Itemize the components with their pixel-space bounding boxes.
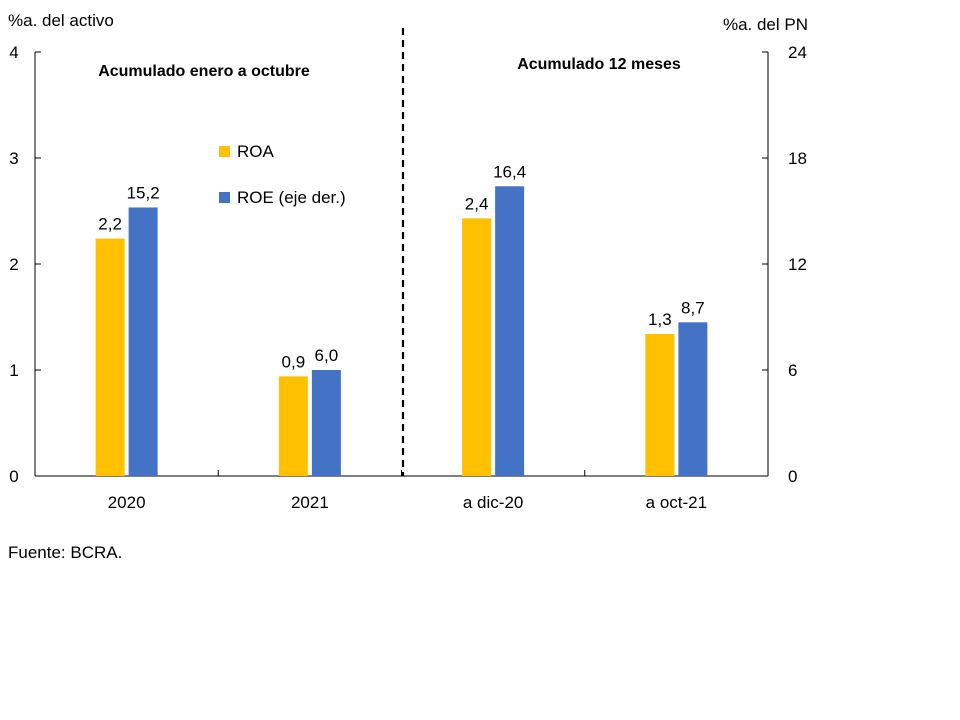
- roa-bar: [645, 333, 675, 476]
- roe-value-label: 8,7: [681, 298, 705, 317]
- roa-value-label: 2,2: [98, 215, 122, 234]
- x-tick-label: a oct-21: [646, 493, 707, 512]
- right-tick-label: 12: [788, 255, 807, 274]
- left-tick-label: 1: [9, 361, 18, 380]
- left-tick-label: 4: [9, 43, 18, 62]
- bars: 2,2 15,2 0,9 6,0 2,416,4 1,3 8,7: [95, 162, 708, 477]
- roa-value-label: 0,9: [282, 352, 306, 371]
- roe-legend-label: ROE (eje der.): [237, 188, 346, 207]
- left-axis-label: %a. del activo: [8, 11, 114, 30]
- x-ticks: 2020 2021 a dic-20 a oct-21: [108, 470, 707, 512]
- left-y-ticks: 0 1 2 3 4: [9, 43, 41, 486]
- roe-bar: [678, 322, 708, 476]
- roe-value-label: 16,4: [493, 162, 526, 181]
- source-note: Fuente: BCRA.: [8, 543, 123, 562]
- left-tick-label: 2: [9, 255, 18, 274]
- right-tick-label: 18: [788, 149, 807, 168]
- left-tick-label: 3: [9, 149, 18, 168]
- right-tick-label: 6: [788, 361, 797, 380]
- roa-legend-swatch: [219, 146, 230, 157]
- section-label-left: Acumulado enero a octubre: [98, 63, 310, 80]
- x-tick-label: a dic-20: [463, 493, 523, 512]
- left-tick-label: 0: [9, 467, 18, 486]
- roa-bar: [278, 376, 308, 476]
- roa-legend-label: ROA: [237, 142, 275, 161]
- roa-bar: [95, 238, 125, 476]
- roa-value-label: 2,4: [465, 194, 489, 213]
- section-label-right: Acumulado 12 meses: [517, 56, 681, 73]
- legend: ROA ROE (eje der.): [219, 142, 346, 207]
- roe-bar: [311, 370, 341, 476]
- roe-bar: [495, 186, 525, 476]
- roa-bar: [462, 218, 492, 477]
- roe-value-label: 6,0: [315, 346, 339, 365]
- roe-bar: [128, 207, 158, 476]
- right-tick-label: 0: [788, 467, 797, 486]
- roe-value-label: 15,2: [127, 183, 160, 202]
- x-tick-label: 2021: [291, 493, 329, 512]
- right-y-ticks: 0 6 12 18 24: [762, 43, 807, 486]
- right-tick-label: 24: [788, 43, 807, 62]
- roa-value-label: 1,3: [648, 310, 672, 329]
- roe-legend-swatch: [219, 192, 230, 203]
- right-axis-label: %a. del PN: [723, 15, 808, 34]
- x-tick-label: 2020: [108, 493, 146, 512]
